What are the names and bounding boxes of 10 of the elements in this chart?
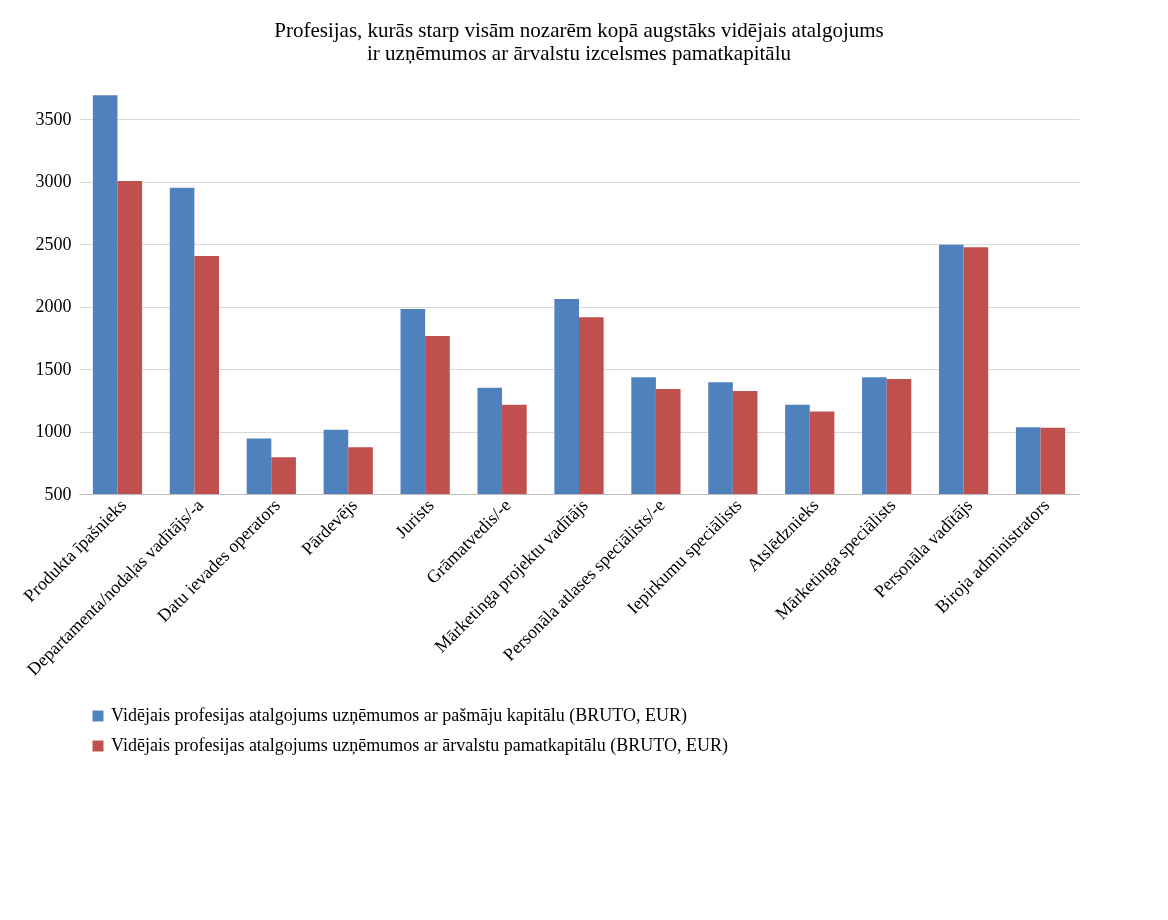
- chart-title: Profesijas, kurās starp visām nozarēm kopā augstāks vidējais atalgojums ir uzņēmumos ar ārvalstu izcelsmes pamatkapitālu: [274, 18, 884, 65]
- y-tick-label: 1000: [35, 421, 72, 441]
- y-tick-label: 2500: [35, 233, 72, 254]
- y-tick-label: 3000: [35, 171, 72, 191]
- legend-label: Vidējais profesijas atalgojums uzņēmumos ar ārvalstu pamatkapitālu (BRUTO, EUR): [111, 735, 728, 756]
- legend-label: Vidējais profesijas atalgojums uzņēmumos ar pašmāju kapitālu (BRUTO, EUR): [111, 705, 687, 726]
- y-tick-label: 2000: [35, 296, 72, 316]
- y-tick-label: 3500: [35, 108, 72, 129]
- y-tick-label: 500: [44, 483, 72, 504]
- y-tick-label: 1500: [35, 358, 72, 379]
